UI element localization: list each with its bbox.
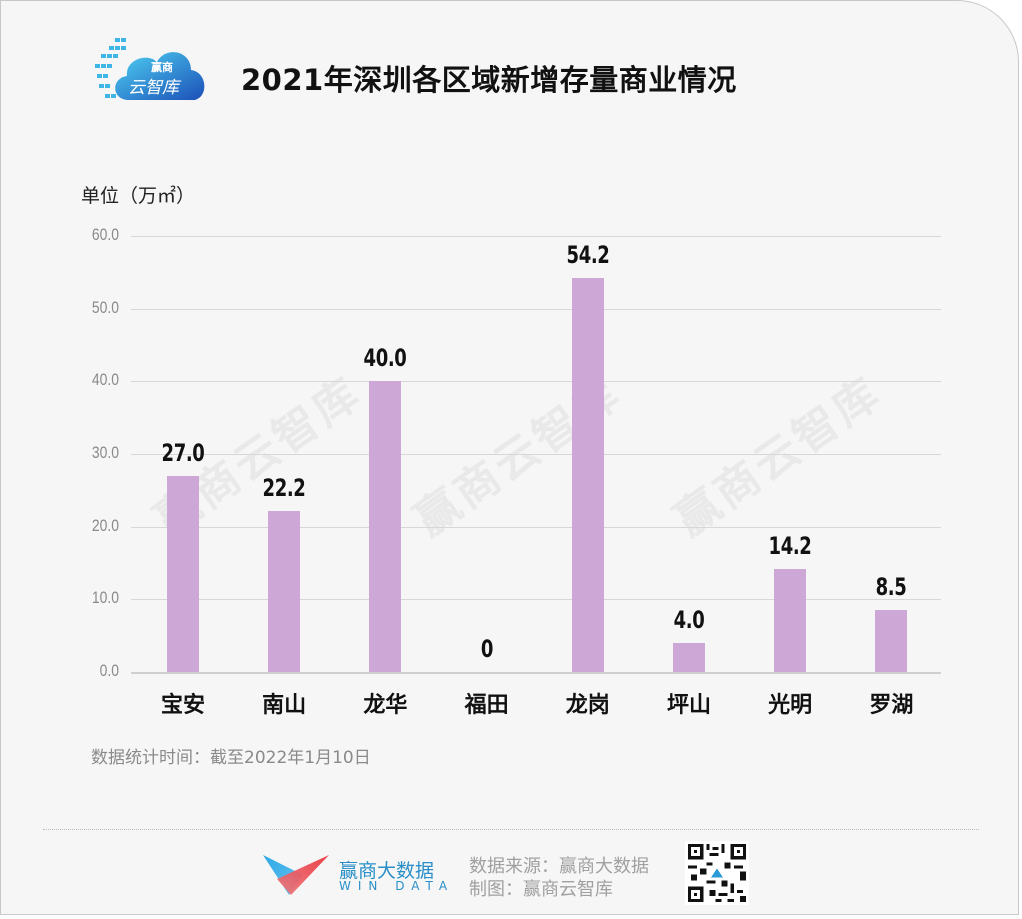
y-axis-tick-label: 20.0 <box>91 515 119 535</box>
y-axis-tick-label: 10.0 <box>91 588 119 608</box>
gridline <box>131 381 941 383</box>
y-axis-tick-label: 0.0 <box>99 661 119 680</box>
gridline <box>131 236 941 237</box>
data-cutoff-note: 数据统计时间：截至2022年1月10日 <box>91 748 371 768</box>
x-axis-category-label: 龙岗 <box>565 693 610 718</box>
bar-value-label: 0 <box>480 635 494 663</box>
bar[interactable] <box>369 381 402 672</box>
logo-text-yingshang: 赢商 <box>151 61 173 74</box>
data-source-text: 数据来源：赢商大数据 <box>469 856 649 877</box>
bar-value-label: 22.2 <box>262 473 306 502</box>
x-axis-category-label: 福田 <box>464 693 509 718</box>
yunzhiku-cloud-logo-icon <box>95 38 205 100</box>
x-axis-category-label: 罗湖 <box>869 693 914 718</box>
bar[interactable] <box>875 610 908 672</box>
x-axis-category-label: 南山 <box>262 693 307 718</box>
bar-value-label: 54.2 <box>566 241 610 270</box>
bar-value-label: 40.0 <box>363 344 407 373</box>
gridline <box>131 308 941 310</box>
logo-text-yunzhiku: 云智库 <box>128 78 179 98</box>
bar-value-label: 14.2 <box>768 531 812 560</box>
unit-label: 单位（万㎡） <box>81 185 196 207</box>
windata-brand-sub: WIN DATA <box>339 879 455 893</box>
windata-logo-icon <box>263 855 329 895</box>
bar[interactable] <box>268 510 301 672</box>
x-axis-category-label: 光明 <box>768 693 813 718</box>
y-axis-tick-label: 40.0 <box>91 370 119 390</box>
windata-brand-name: 赢商大数据 <box>339 860 435 882</box>
x-axis-category-label: 坪山 <box>666 693 711 718</box>
gridline <box>131 599 941 601</box>
bar[interactable] <box>571 278 604 672</box>
bar-value-label: 8.5 <box>876 573 907 602</box>
qr-code-icon <box>685 841 749 905</box>
gridline <box>131 526 941 528</box>
gridline <box>131 454 941 455</box>
bar-value-label: 4.0 <box>673 605 705 634</box>
footer-divider <box>43 829 979 830</box>
bar-value-label: 27.0 <box>161 438 205 467</box>
bar[interactable] <box>167 475 199 672</box>
y-axis-tick-label: 30.0 <box>91 443 119 462</box>
gridline <box>131 672 941 674</box>
made-by-text: 制图：赢商云智库 <box>469 879 613 900</box>
y-axis-tick-label: 50.0 <box>91 297 119 317</box>
bar[interactable] <box>774 568 807 672</box>
x-axis-category-label: 宝安 <box>160 693 205 718</box>
chart-title: 2021年深圳各区域新增存量商业情况 <box>241 63 737 97</box>
x-axis-category-label: 龙华 <box>363 693 408 718</box>
bar[interactable] <box>673 642 705 672</box>
y-axis-tick-label: 60.0 <box>91 225 119 244</box>
